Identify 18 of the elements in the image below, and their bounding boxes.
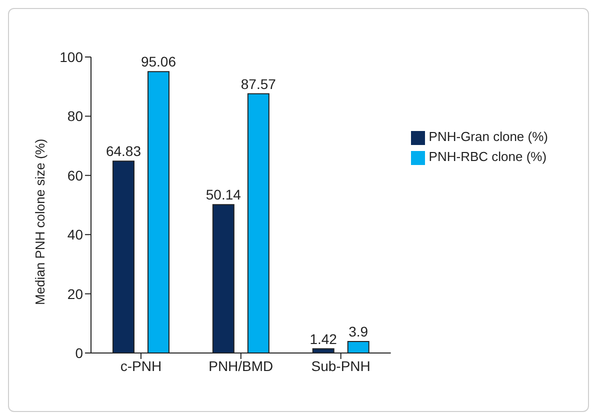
y-tick-label: 40	[67, 226, 84, 243]
y-tick-label: 20	[67, 286, 84, 302]
data-label: 3.9	[348, 323, 368, 340]
data-label: 87.57	[240, 76, 276, 92]
y-axis-title: Median PNH colone size (%)	[32, 138, 48, 305]
x-tick-label: PNH/BMD	[208, 358, 274, 374]
y-tick-label: 80	[67, 108, 84, 124]
y-tick-label: 100	[60, 48, 84, 65]
y-tick-label: 0	[75, 344, 84, 361]
y-tick-label: 60	[67, 167, 84, 184]
x-tick-label: Sub-PNH	[311, 358, 370, 374]
data-label: 1.42	[310, 330, 338, 347]
data-label: 95.06	[140, 54, 176, 70]
legend-label: PNH-RBC clone (%)	[428, 149, 547, 164]
legend-label: PNH-Gran clone (%)	[428, 129, 548, 144]
x-tick-label: c-PNH	[120, 358, 162, 374]
data-label: 64.83	[106, 143, 142, 160]
data-label: 50.14	[206, 186, 242, 203]
